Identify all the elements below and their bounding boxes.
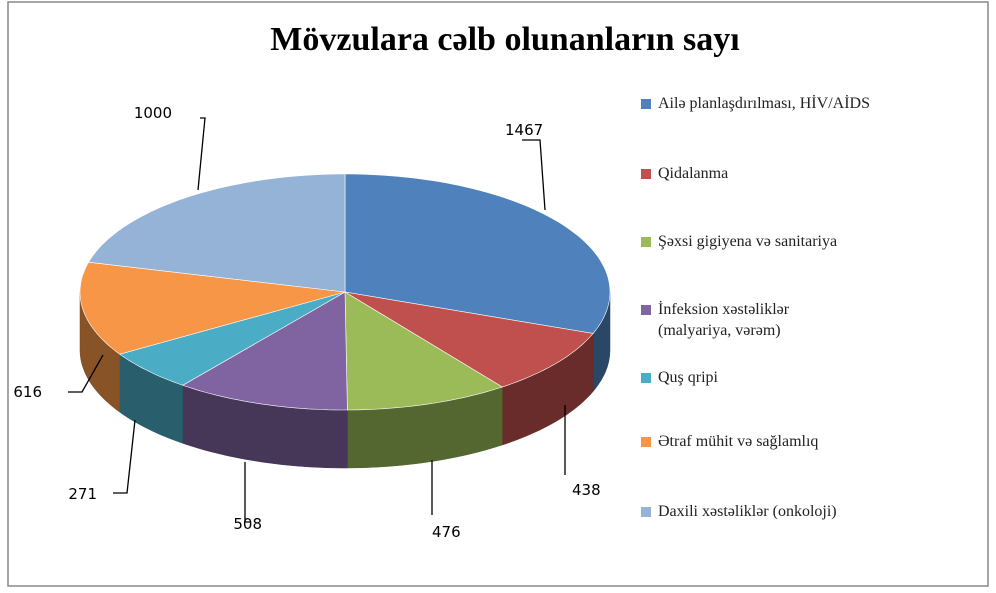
legend-swatch: [641, 99, 651, 109]
legend-swatch: [641, 437, 651, 447]
leader-line: [113, 419, 136, 494]
legend-swatch: [641, 169, 651, 179]
slice: [344, 173, 611, 334]
legend-label: Şəxsi gigiyena və sanitariya: [658, 233, 838, 250]
legend-label: Qidalanma: [658, 165, 729, 182]
leader-line: [522, 139, 546, 211]
slice: [79, 261, 346, 355]
data-label: 508: [233, 515, 262, 533]
data-label: 1467: [505, 121, 543, 139]
legend-swatch: [641, 237, 651, 247]
legend-label: Ətraf mühit və sağlamlıq: [658, 433, 819, 450]
data-label: 271: [68, 485, 97, 503]
slice: [344, 291, 594, 388]
data-label: 438: [572, 481, 601, 499]
chart-title: Mövzulara cəlb olunanların sayı: [270, 21, 739, 58]
leader-line: [68, 354, 104, 393]
legend-swatch: [641, 507, 651, 517]
legend-label: Daxili xəstəliklər (onkoloji): [658, 503, 837, 520]
slice: [344, 291, 504, 411]
slice: [181, 291, 348, 411]
legend-swatch: [641, 305, 651, 315]
data-label: 1000: [134, 104, 172, 122]
leader-line: [244, 462, 250, 523]
leader-line: [197, 117, 206, 191]
slice: [119, 291, 346, 386]
legend-label: Quş qripi: [658, 369, 718, 386]
data-label: 616: [13, 383, 42, 401]
slice: [88, 173, 346, 293]
legend-label: İnfeksion xəstəliklər (malyariya, vərəm): [658, 301, 790, 339]
legend-label: Ailə planlaşdırılması, HİV/AİDS: [658, 95, 870, 112]
data-label: 476: [432, 523, 461, 541]
legend-swatch: [641, 373, 651, 383]
